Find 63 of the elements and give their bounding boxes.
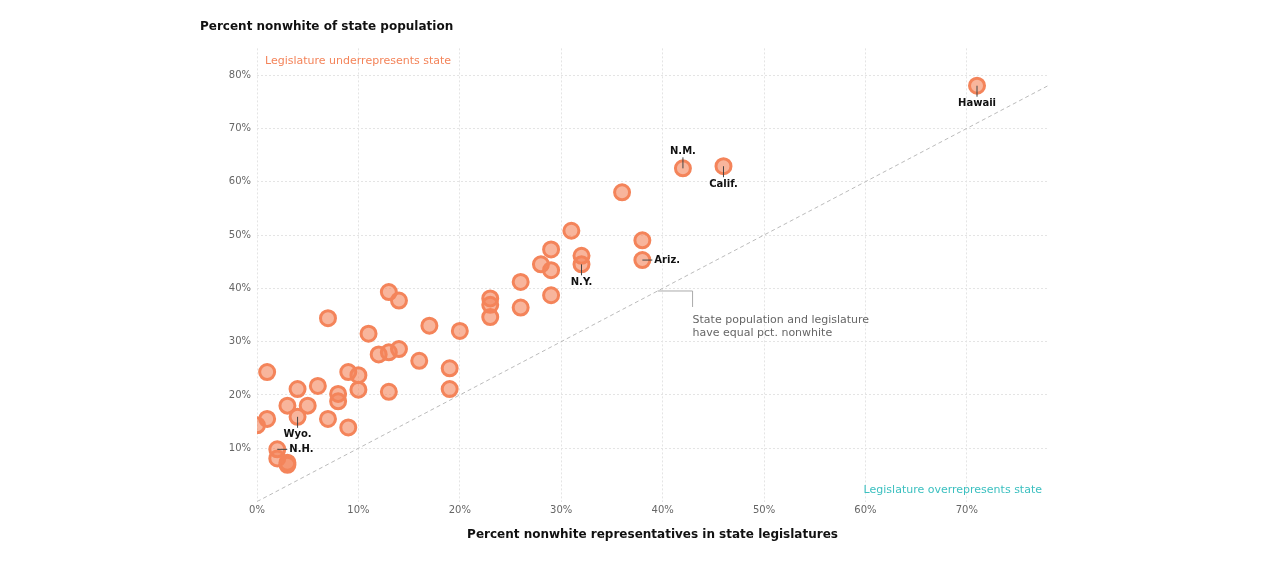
point <box>673 159 692 178</box>
point <box>542 286 561 305</box>
annotation: Wyo. <box>283 428 312 440</box>
point <box>389 340 408 359</box>
annotation: Legislature underrepresents state <box>265 54 452 68</box>
point <box>288 380 307 399</box>
y-tick-label: 30% <box>228 335 251 347</box>
annotation: Hawaii <box>958 97 996 109</box>
point <box>379 382 398 401</box>
point <box>349 366 368 385</box>
point <box>339 418 358 437</box>
point <box>278 396 297 415</box>
point <box>329 392 348 411</box>
y-tick-label: 10% <box>228 441 251 453</box>
x-tick-label: 50% <box>752 504 776 516</box>
point <box>298 396 317 415</box>
point <box>633 251 652 270</box>
point <box>359 324 378 343</box>
point <box>481 308 500 327</box>
point <box>572 255 591 274</box>
x-tick-label: 60% <box>854 504 877 516</box>
x-tick-label: 0% <box>249 504 265 516</box>
annotation: Ariz. <box>654 253 681 265</box>
point <box>349 380 368 399</box>
x-axis-title: Percent nonwhite representatives in state legislatures <box>467 526 838 541</box>
point <box>420 316 439 335</box>
y-tick-label: 60% <box>228 175 251 187</box>
annotation: Calif. <box>709 177 738 189</box>
annotation: Legislature overrepresents state <box>863 483 1043 497</box>
point <box>511 298 530 317</box>
point <box>440 380 459 399</box>
point <box>542 240 561 259</box>
point <box>258 363 277 382</box>
x-tick-label: 10% <box>347 504 370 516</box>
point <box>613 183 632 202</box>
point <box>389 291 408 310</box>
x-tick-label: 40% <box>651 504 674 516</box>
point <box>714 157 733 176</box>
y-tick-label: 70% <box>228 121 251 133</box>
point <box>410 351 429 370</box>
point <box>318 409 337 428</box>
point <box>968 76 987 95</box>
annotation: N.Y. <box>570 275 593 287</box>
point <box>511 272 530 291</box>
y-tick-label: 80% <box>228 68 251 80</box>
y-tick-label: 50% <box>228 228 251 240</box>
point <box>258 409 277 428</box>
y-tick-label: 40% <box>228 281 251 293</box>
point <box>318 309 337 328</box>
annotation: N.M. <box>669 144 696 156</box>
x-tick-label: 70% <box>955 504 978 516</box>
point <box>440 359 459 378</box>
point <box>562 221 581 240</box>
annotation: N.H. <box>289 442 314 454</box>
point <box>633 231 652 250</box>
point <box>450 321 469 340</box>
y-axis-title: Percent nonwhite of state population <box>200 19 454 34</box>
point <box>308 376 327 395</box>
x-tick-label: 30% <box>550 504 573 516</box>
x-tick-label: 20% <box>448 504 471 516</box>
point <box>542 261 561 280</box>
annotation: State population and legislature have equal pct. nonwhite <box>692 313 870 340</box>
y-tick-label: 20% <box>228 388 251 400</box>
